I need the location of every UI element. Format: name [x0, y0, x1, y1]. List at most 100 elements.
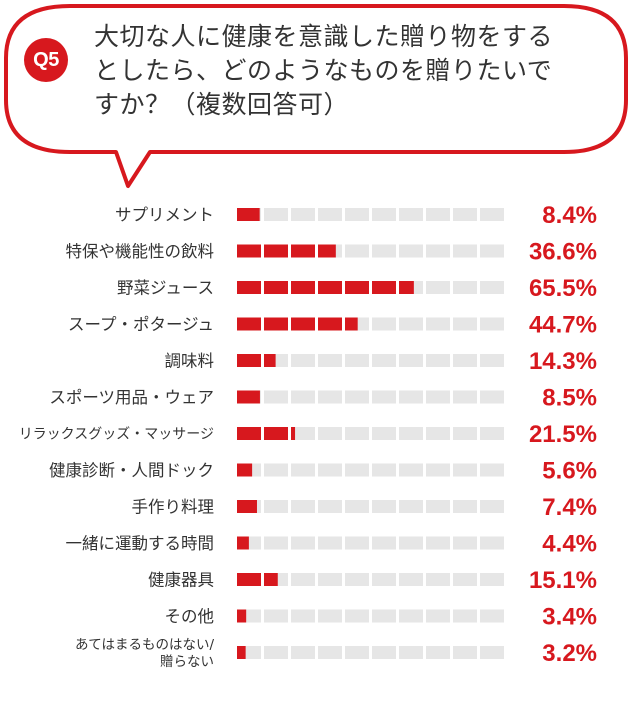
bar-track-segment	[480, 536, 504, 550]
bar-track-segment	[480, 573, 504, 586]
bar-fill-segment	[291, 281, 315, 294]
bar-track-segment	[399, 463, 423, 477]
bar-track-segment	[453, 500, 477, 513]
bar-track-segment	[399, 646, 423, 659]
bar-track-segment	[426, 500, 450, 513]
bar-track-segment	[345, 208, 369, 221]
category-label: サプリメント	[115, 205, 214, 224]
bar-track-segment	[345, 354, 369, 367]
bar-fill-segment	[264, 281, 288, 294]
bar-track-segment	[399, 609, 423, 623]
bar-track-segment	[399, 427, 423, 440]
bar-track-segment	[291, 427, 315, 440]
bar-track-segment	[372, 646, 396, 659]
bar-track-segment	[264, 646, 288, 659]
bar-track-segment	[291, 500, 315, 513]
value-label: 3.2%	[542, 640, 597, 667]
bar-fill-segment	[237, 536, 249, 550]
value-label: 15.1%	[529, 567, 597, 594]
category-label: 健康器具	[148, 570, 214, 589]
bar-track-segment	[399, 573, 423, 586]
bar-track-segment	[291, 208, 315, 221]
bar-track-segment	[345, 244, 369, 258]
bar-fill-segment	[264, 427, 288, 440]
bar-track-segment	[453, 317, 477, 331]
bar-track-segment	[426, 354, 450, 367]
category-label: 特保や機能性の飲料	[66, 242, 215, 261]
bar-track-segment	[426, 317, 450, 331]
bar-track-segment	[426, 536, 450, 550]
bar-track-segment	[426, 208, 450, 221]
category-label: あてはまるものはない/	[75, 637, 214, 653]
bar-track-segment	[291, 463, 315, 477]
bar-fill-segment	[318, 244, 336, 258]
bar-track-segment	[399, 390, 423, 404]
category-label: その他	[165, 607, 215, 626]
bar-track-segment	[291, 646, 315, 659]
bar-track-segment	[372, 609, 396, 623]
bar-fill-segment	[237, 463, 253, 477]
bar-track-segment	[318, 354, 342, 367]
category-label: 調味料	[165, 351, 215, 370]
bar-track-segment	[426, 427, 450, 440]
bar-fill-segment	[291, 427, 296, 440]
bar-fill-segment	[291, 317, 315, 331]
bar-fill-segment	[318, 281, 342, 294]
bar-fill-segment	[237, 573, 261, 586]
bar-track-segment	[372, 390, 396, 404]
bar-track-segment	[480, 390, 504, 404]
bar-track-segment	[399, 244, 423, 258]
bar-fill-segment	[237, 317, 261, 331]
bar-track-segment	[372, 208, 396, 221]
bar-track-segment	[318, 427, 342, 440]
bar-track-segment	[345, 500, 369, 513]
value-label: 4.4%	[542, 531, 597, 558]
bar-track-segment	[264, 609, 288, 623]
bar-track-segment	[372, 427, 396, 440]
value-label: 36.6%	[529, 239, 597, 266]
bar-fill-segment	[318, 317, 342, 331]
value-label: 21.5%	[529, 421, 597, 448]
bar-track-segment	[480, 500, 504, 513]
bar-track-segment	[345, 390, 369, 404]
bar-track-segment	[264, 500, 288, 513]
bar-fill-segment	[345, 317, 358, 331]
bar-track-segment	[318, 609, 342, 623]
bar-track-segment	[453, 354, 477, 367]
bar-track-segment	[372, 354, 396, 367]
bar-track-segment	[291, 609, 315, 623]
value-label: 5.6%	[542, 458, 597, 485]
value-label: 14.3%	[529, 348, 597, 375]
bar-track-segment	[453, 208, 477, 221]
bar-track-segment	[318, 208, 342, 221]
bar-track-segment	[345, 573, 369, 586]
value-label: 8.4%	[542, 202, 597, 229]
bar-fill-segment	[237, 390, 260, 404]
bar-track-segment	[480, 354, 504, 367]
bar-fill-segment	[237, 500, 257, 513]
category-label: スープ・ポタージュ	[68, 315, 214, 334]
bar-track-segment	[453, 536, 477, 550]
bar-track-segment	[345, 463, 369, 477]
bar-fill-segment	[291, 244, 315, 258]
bar-track-segment	[480, 646, 504, 659]
bar-track-segment	[291, 536, 315, 550]
bar-track-segment	[372, 244, 396, 258]
bar-track-segment	[345, 536, 369, 550]
question-number-badge: Q5	[24, 38, 68, 82]
bar-track-segment	[291, 354, 315, 367]
category-label: 贈らない	[160, 654, 214, 670]
category-label: 野菜ジュース	[117, 278, 214, 297]
bar-fill-segment	[237, 281, 261, 294]
bar-track-segment	[453, 390, 477, 404]
bar-track-segment	[480, 208, 504, 221]
bar-track-segment	[264, 536, 288, 550]
bar-track-segment	[480, 244, 504, 258]
bar-fill-segment	[264, 354, 276, 367]
bar-track-segment	[345, 427, 369, 440]
bar-fill-segment	[237, 427, 261, 440]
bar-fill-segment	[264, 317, 288, 331]
bar-track-segment	[318, 573, 342, 586]
bar-track-segment	[291, 573, 315, 586]
bar-track-segment	[453, 609, 477, 623]
